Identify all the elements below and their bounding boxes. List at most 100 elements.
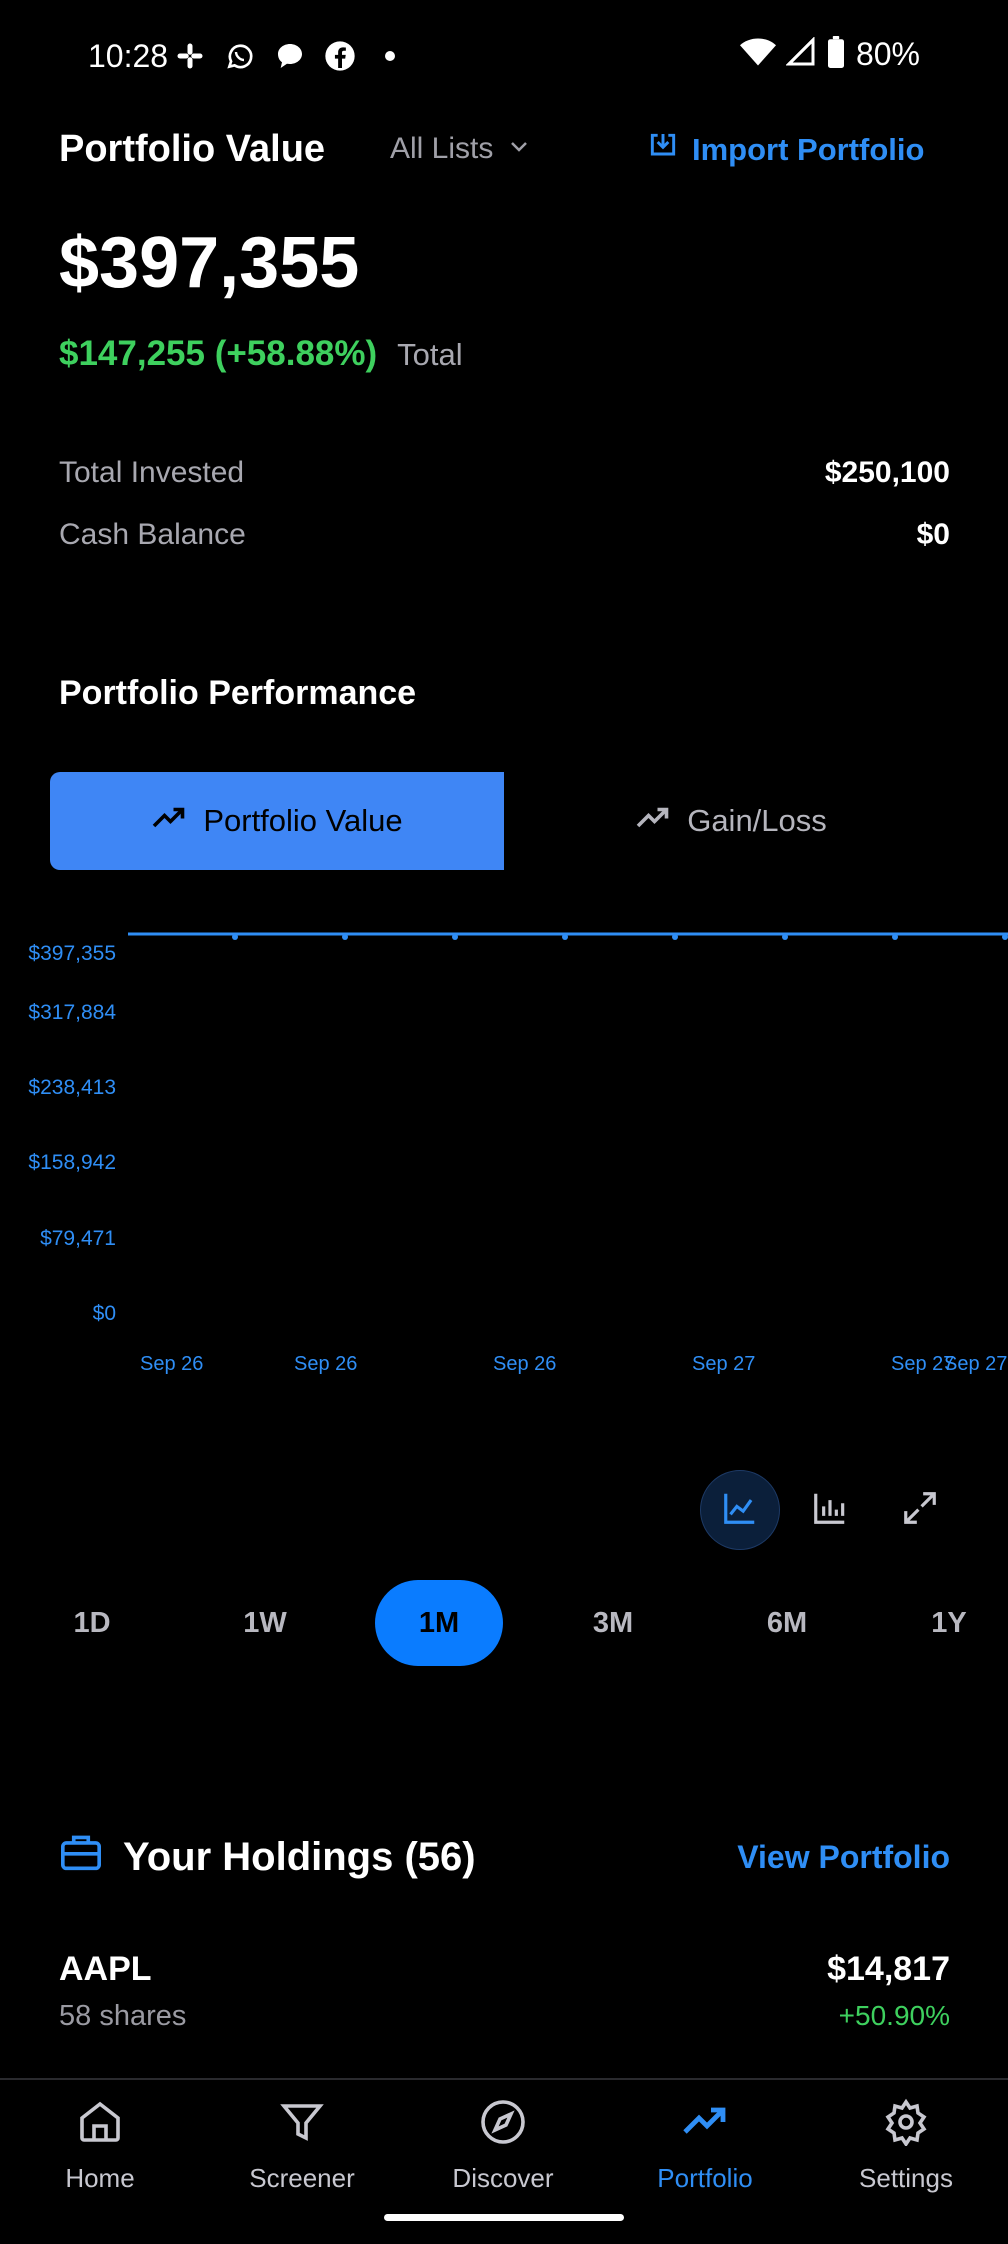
- nav-discover-label: Discover: [452, 2163, 554, 2193]
- x-tick-label: Sep 26: [493, 1353, 557, 1375]
- data-point: [672, 934, 678, 940]
- nav-screener-label: Screener: [249, 2163, 355, 2193]
- chat-bubble-icon: [272, 38, 308, 74]
- range-1y[interactable]: 1Y: [931, 1606, 967, 1639]
- holding-shares: 58 shares: [59, 2000, 187, 2032]
- holding-symbol: AAPL: [59, 1950, 152, 1988]
- gain-label: Total: [397, 337, 463, 372]
- x-tick-label: Sep 27: [692, 1353, 756, 1375]
- holding-value: $14,817: [827, 1950, 950, 1988]
- wifi-icon: [739, 36, 776, 73]
- line-chart-button[interactable]: [700, 1470, 780, 1550]
- line-chart-icon: [721, 1489, 759, 1532]
- data-point: [892, 934, 898, 940]
- y-tick-label: $79,471: [40, 1227, 116, 1250]
- nav-discover[interactable]: Discover: [403, 2098, 603, 2194]
- battery-percent: 80%: [855, 36, 920, 72]
- range-6m[interactable]: 6M: [766, 1606, 808, 1639]
- x-tick-label: Sep 27: [891, 1353, 955, 1375]
- tab-gain-loss-label: Gain/Loss: [687, 803, 827, 838]
- nav-portfolio[interactable]: Portfolio: [605, 2098, 805, 2194]
- facebook-icon: [322, 38, 358, 74]
- page-title: Portfolio Value: [59, 128, 326, 170]
- data-point: [782, 934, 788, 940]
- performance-chart[interactable]: $397,355 $317,884 $238,413 $158,942 $79,471 $…: [0, 900, 1008, 1400]
- data-point: [452, 934, 458, 940]
- chart-tools: [700, 1470, 960, 1550]
- view-portfolio-link[interactable]: View Portfolio: [737, 1838, 950, 1875]
- y-tick-label: $397,355: [28, 942, 116, 965]
- bar-chart-icon: [811, 1489, 849, 1532]
- nav-settings-label: Settings: [859, 2163, 953, 2193]
- download-tray-icon: [646, 130, 680, 170]
- bar-chart-button[interactable]: [790, 1470, 870, 1550]
- home-icon: [76, 2098, 124, 2153]
- list-selector-label: All Lists: [390, 132, 494, 165]
- chart-plot: [128, 932, 1008, 940]
- notification-icons: [172, 38, 408, 74]
- trending-up-icon: [635, 803, 671, 839]
- fullscreen-button[interactable]: [880, 1470, 960, 1550]
- chevron-down-icon: [507, 132, 531, 166]
- range-3m[interactable]: 3M: [592, 1606, 634, 1639]
- y-tick-label: $238,413: [28, 1076, 116, 1099]
- portfolio-value: $397,355: [59, 223, 360, 303]
- cash-balance-label: Cash Balance: [59, 518, 246, 551]
- holdings-title: Your Holdings (56): [59, 1832, 476, 1882]
- holdings-header: Your Holdings (56) View Portfolio: [59, 1832, 950, 1882]
- trending-up-icon: [151, 803, 187, 839]
- range-selector: 1D 1W 1M 3M 6M 1Y: [0, 1580, 1008, 1666]
- system-icons: 80%: [739, 36, 920, 73]
- import-portfolio-button[interactable]: Import Portfolio: [646, 130, 924, 170]
- range-1m[interactable]: 1M: [375, 1580, 503, 1666]
- total-invested-value: $250,100: [824, 456, 950, 489]
- cash-balance-row: Cash Balance $0: [59, 518, 950, 552]
- import-portfolio-label: Import Portfolio: [692, 132, 925, 167]
- gear-icon: [882, 2098, 930, 2153]
- nav-screener[interactable]: Screener: [202, 2098, 402, 2194]
- nav-home[interactable]: Home: [0, 2098, 200, 2194]
- bottom-nav: Home Screener Discover Portfolio Setting…: [0, 2080, 1008, 2244]
- range-1w[interactable]: 1W: [243, 1606, 287, 1639]
- gain-value: $147,255 (+58.88%): [59, 334, 378, 373]
- home-indicator: [384, 2214, 624, 2221]
- briefcase-icon: [59, 1832, 103, 1882]
- y-tick-label: $158,942: [28, 1151, 116, 1174]
- y-tick-label: $317,884: [28, 1001, 116, 1024]
- compass-icon: [479, 2098, 527, 2153]
- status-time: 10:28: [88, 38, 169, 74]
- y-tick-label: $0: [92, 1302, 116, 1325]
- holdings-title-label: Your Holdings (56): [123, 1834, 476, 1879]
- nav-home-label: Home: [65, 2163, 135, 2193]
- data-point: [342, 934, 348, 940]
- x-tick-label: Sep 26: [140, 1353, 204, 1375]
- x-tick-label: Sep 27: [944, 1353, 1008, 1375]
- dot-icon: [372, 38, 408, 74]
- nav-portfolio-label: Portfolio: [657, 2163, 753, 2193]
- x-tick-label: Sep 26: [294, 1353, 358, 1375]
- tab-gain-loss[interactable]: Gain/Loss: [504, 772, 958, 870]
- data-point: [1002, 934, 1008, 940]
- total-invested-label: Total Invested: [59, 456, 245, 489]
- signal-icon: [785, 36, 816, 72]
- slack-icon: [172, 38, 208, 74]
- range-1d[interactable]: 1D: [73, 1606, 111, 1639]
- expand-icon: [901, 1489, 939, 1532]
- list-selector[interactable]: All Lists: [390, 132, 531, 166]
- cash-balance-value: $0: [916, 518, 950, 551]
- data-point: [562, 934, 568, 940]
- battery-icon: [826, 36, 846, 73]
- tab-portfolio-value-label: Portfolio Value: [203, 803, 403, 838]
- holding-change: +50.90%: [838, 2000, 950, 2031]
- trending-up-icon: [681, 2098, 729, 2153]
- tab-portfolio-value[interactable]: Portfolio Value: [50, 772, 504, 870]
- nav-divider: [0, 2078, 1008, 2080]
- filter-icon: [278, 2098, 326, 2153]
- total-invested-row: Total Invested $250,100: [59, 456, 950, 490]
- holding-row[interactable]: AAPL 58 shares $14,817 +50.90%: [59, 1950, 950, 2060]
- nav-settings[interactable]: Settings: [806, 2098, 1006, 2194]
- whatsapp-icon: [222, 38, 258, 74]
- data-point: [232, 934, 238, 940]
- status-bar: 10:28 80%: [0, 0, 1008, 115]
- performance-title: Portfolio Performance: [59, 674, 417, 712]
